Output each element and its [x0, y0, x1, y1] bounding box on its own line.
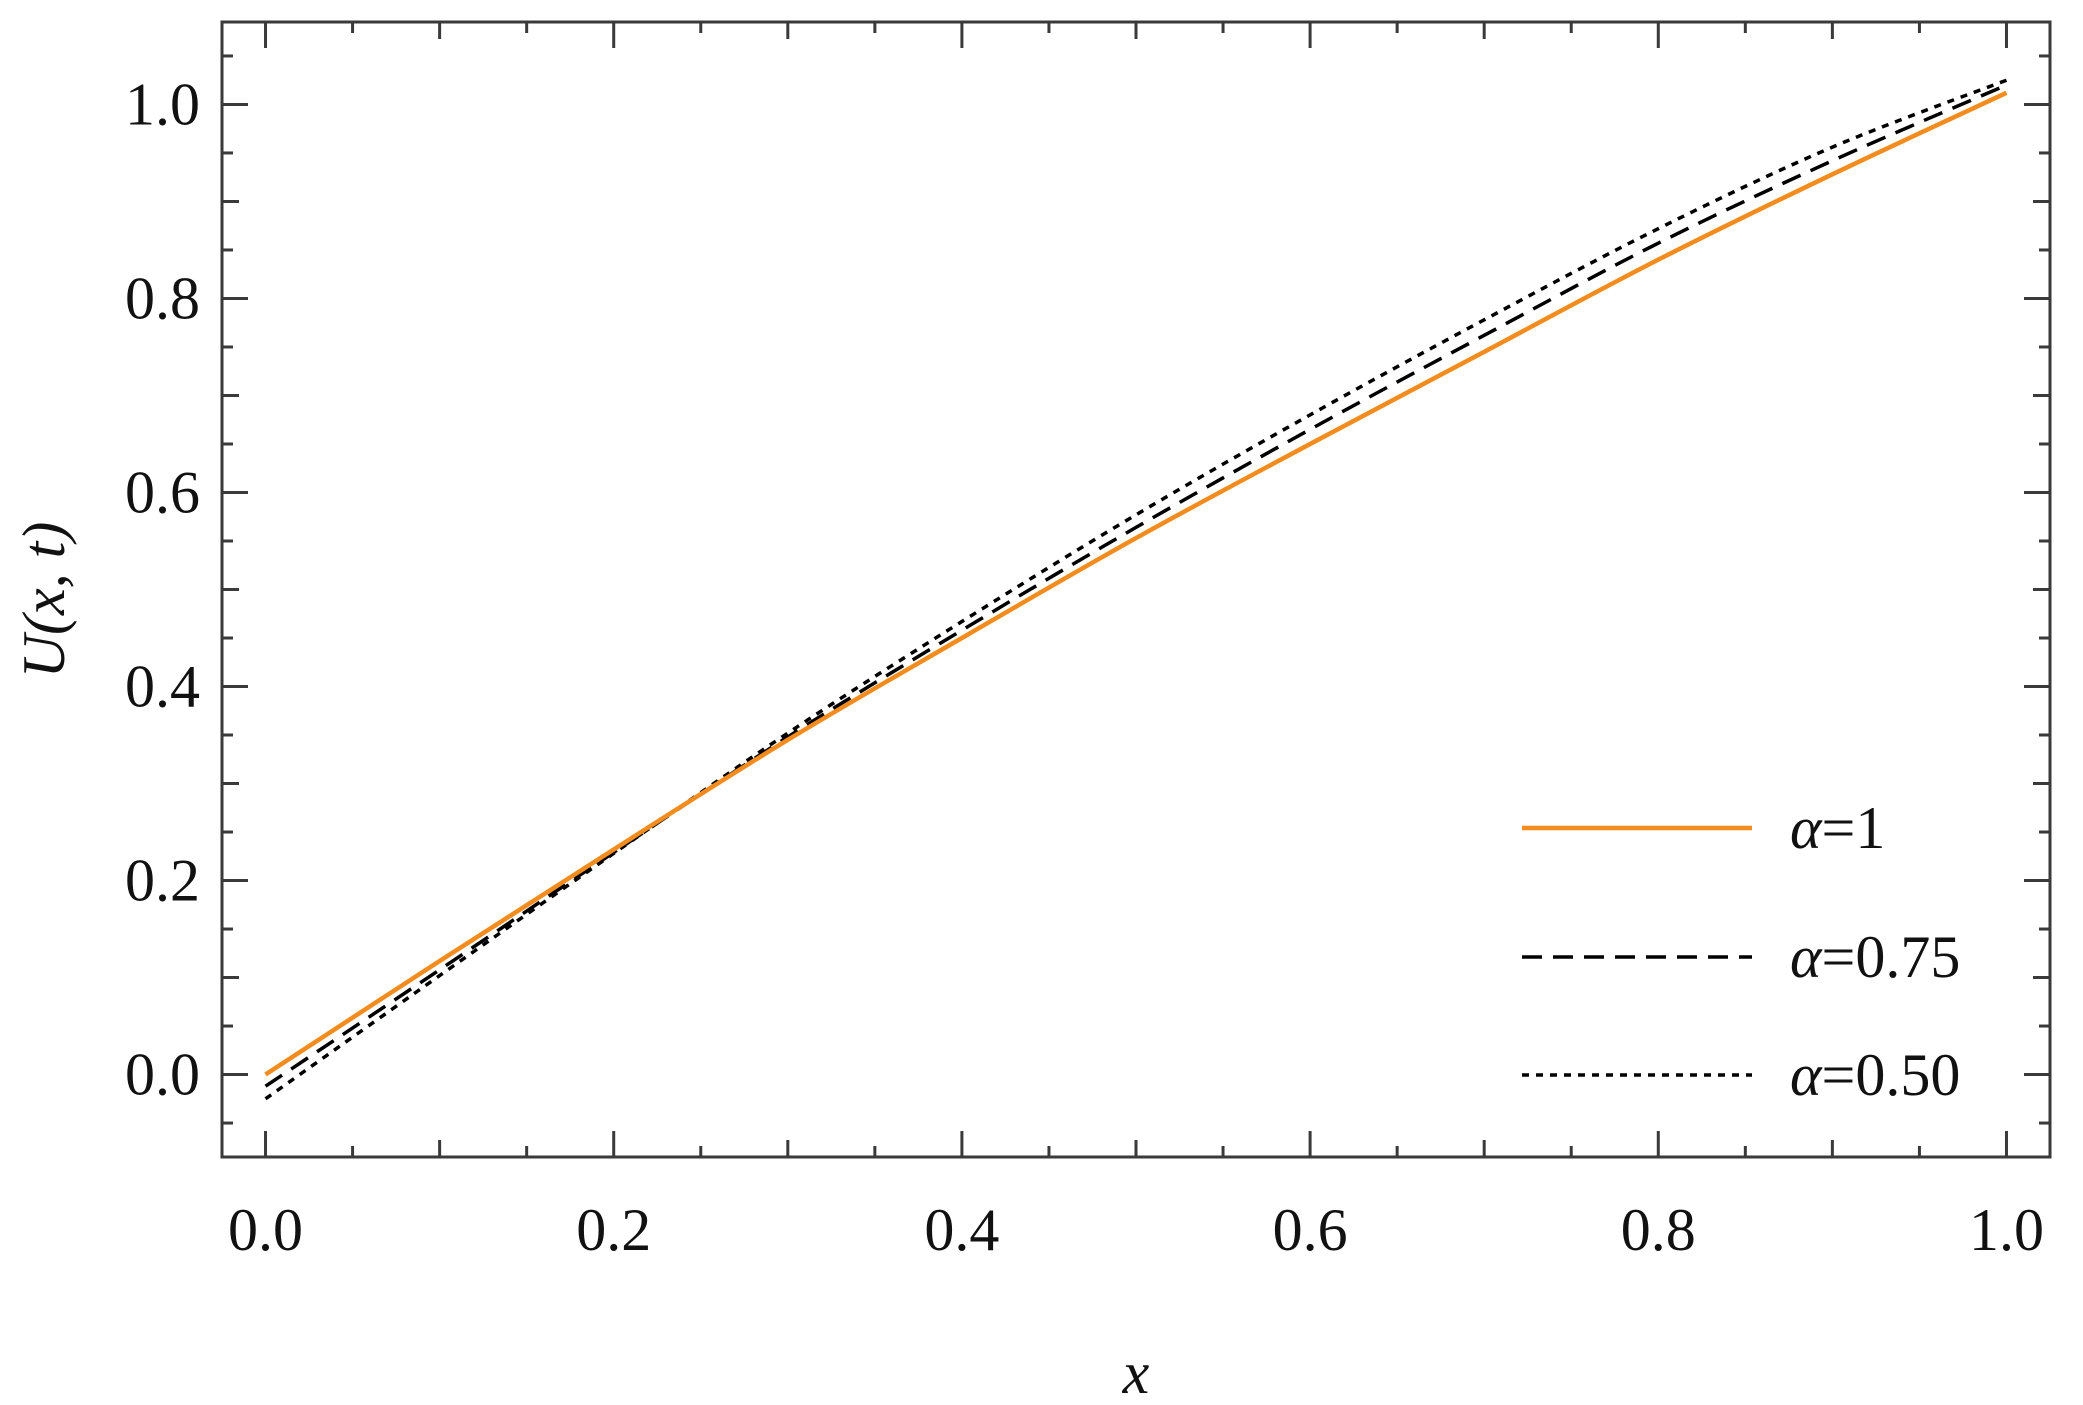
series-lines — [264, 78, 2008, 1101]
y-tick-label: 0.4 — [125, 654, 200, 720]
y-tick-label: 0.6 — [125, 459, 200, 525]
y-tick-label: 0.2 — [125, 848, 200, 914]
series-line-alpha-0-75 — [264, 83, 2008, 1088]
legend-label-alpha-0-75: α=0.75 — [1790, 924, 1960, 990]
plot-frame — [220, 20, 2052, 1159]
x-tick-label: 0.8 — [1621, 1197, 1696, 1263]
y-tick-labels: 0.0 0.2 0.4 0.6 0.8 1.0 — [125, 71, 200, 1107]
legend-label-alpha-1: α=1 — [1790, 795, 1885, 861]
legend-label-alpha-0-50: α=0.50 — [1790, 1042, 1960, 1108]
axis-ticks — [222, 22, 2050, 1157]
y-tick-label: 1.0 — [125, 71, 200, 137]
y-axis-label: U(x, t) — [11, 522, 77, 679]
series-line-alpha-1 — [264, 90, 2008, 1077]
x-tick-label: 0.2 — [576, 1197, 651, 1263]
x-tick-label: 0.4 — [924, 1197, 999, 1263]
x-tick-label: 1.0 — [1969, 1197, 2044, 1263]
x-tick-label: 0.0 — [228, 1197, 303, 1263]
y-tick-label: 0.8 — [125, 265, 200, 331]
y-tick-label: 0.0 — [125, 1042, 200, 1108]
x-tick-labels: 0.0 0.2 0.4 0.6 0.8 1.0 — [228, 1197, 2044, 1263]
legend: α=1 α=0.75 α=0.50 — [1522, 795, 1960, 1108]
x-axis-label: x — [1122, 1340, 1150, 1405]
series-line-alpha-0-50 — [264, 78, 2008, 1101]
x-tick-label: 0.6 — [1273, 1197, 1348, 1263]
